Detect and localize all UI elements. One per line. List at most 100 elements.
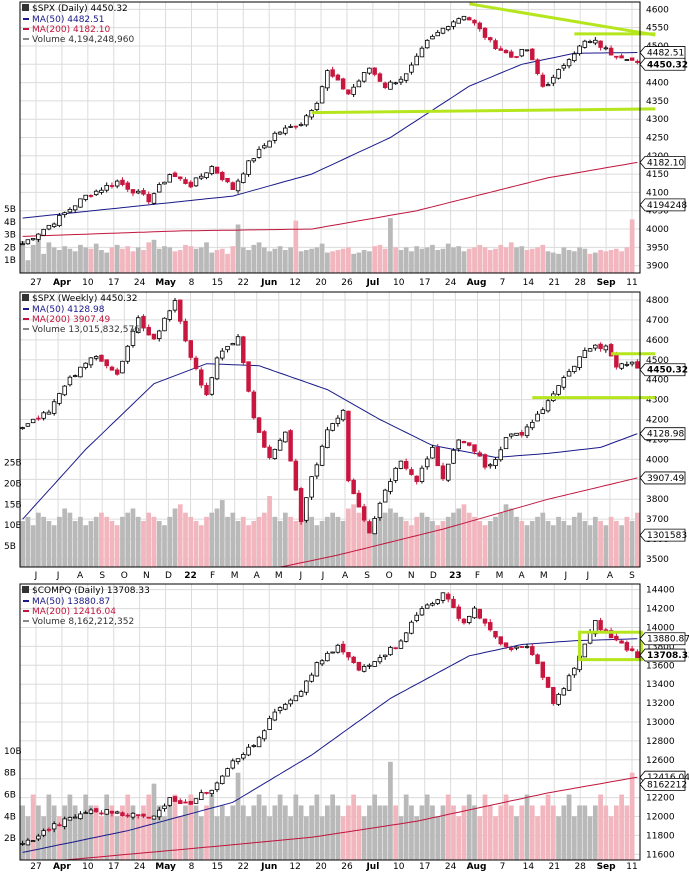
candle-body [277,707,283,712]
candle-body [93,808,99,813]
candle-body [587,631,593,644]
candle-body [456,18,461,24]
volume-tick-label: 8B [4,769,16,779]
volume-bar [519,805,525,860]
candle-body [125,814,130,817]
volume-bar [114,525,120,567]
candle-body [361,506,367,521]
candle [267,140,272,148]
candle-body [540,74,546,87]
candle-body [330,69,335,77]
volume-bar [351,504,357,567]
candle-body [51,401,57,414]
candle-body [293,125,299,128]
volume-bar [361,250,367,273]
candle-body [230,760,236,769]
volume-bar [451,805,456,860]
volume-bar [414,516,420,567]
candle [298,689,304,698]
volume-bar [20,805,25,860]
candle [114,810,120,814]
candle [367,67,372,75]
candle [267,444,272,460]
x-tick-label: 7 [500,862,506,872]
candle [503,642,509,649]
candle-body [493,459,498,466]
candle-body [398,78,404,83]
volume-bar [214,816,220,860]
volume-bar [382,512,388,567]
volume-bar [592,252,598,273]
volume-bar [167,805,173,860]
candle-body [104,359,109,367]
candle [57,822,62,827]
candle-body [88,195,94,197]
volume-bar [314,247,320,273]
candle-body [151,815,157,820]
candle [41,828,46,838]
candle [466,16,472,21]
candle-body [403,461,409,469]
candle [78,811,83,820]
candle-body [262,145,267,149]
volume-bar [603,251,609,273]
candle [120,811,125,817]
y-tick-label: 4100 [646,435,669,445]
candle-body [25,839,31,846]
volume-tick-label: 4B [4,812,16,822]
candle [188,340,194,361]
candle-body [556,69,561,79]
candle [88,357,94,368]
candle [62,211,67,218]
candle [67,207,73,213]
candle [214,781,220,793]
volume-bar [477,244,483,273]
candle [36,233,41,242]
candle-body [272,448,278,459]
candle [456,439,461,452]
candle-body [167,174,172,183]
value-label: 4450.32 [639,363,688,377]
candle [456,17,461,24]
volume-bar [83,247,89,273]
volume-bar [104,516,110,567]
candle [146,816,151,819]
volume-bar [582,248,588,273]
volume-bar [230,246,236,273]
candle-body [440,592,446,601]
volume-bar [41,516,47,567]
candle-body [78,813,83,820]
candle [309,476,314,501]
candle [367,663,372,670]
candle-body [319,445,325,466]
candle-body [524,646,530,648]
x-tick-label: 17 [108,862,119,872]
volume-bar [477,816,483,860]
candle-body [435,446,440,467]
value-label-text: 4182.10 [647,158,684,168]
candle [46,409,52,415]
candle [225,177,230,184]
x-tick-label: 27 [30,862,41,872]
candle-body [199,369,204,386]
volume-bar [46,242,52,273]
volume-bar [162,525,167,567]
volume-bar [440,248,446,273]
x-tick-label: 12 [289,278,300,288]
candle-body [120,360,125,374]
candle-body [314,662,320,677]
x-tick-label: A [77,571,84,581]
candle-body [114,811,120,814]
volume-bar [514,816,519,860]
candle-body [461,441,467,444]
x-tick-label: A [254,571,261,581]
volume-bar [367,521,372,567]
candle-body [582,350,588,358]
candle [598,40,603,51]
candle-body [141,190,146,195]
x-tick-label: 23 [449,571,462,581]
volume-bar [282,250,288,273]
candle-body [356,661,362,671]
volume-bar [219,805,225,860]
y-tick-label: 14400 [646,586,675,596]
